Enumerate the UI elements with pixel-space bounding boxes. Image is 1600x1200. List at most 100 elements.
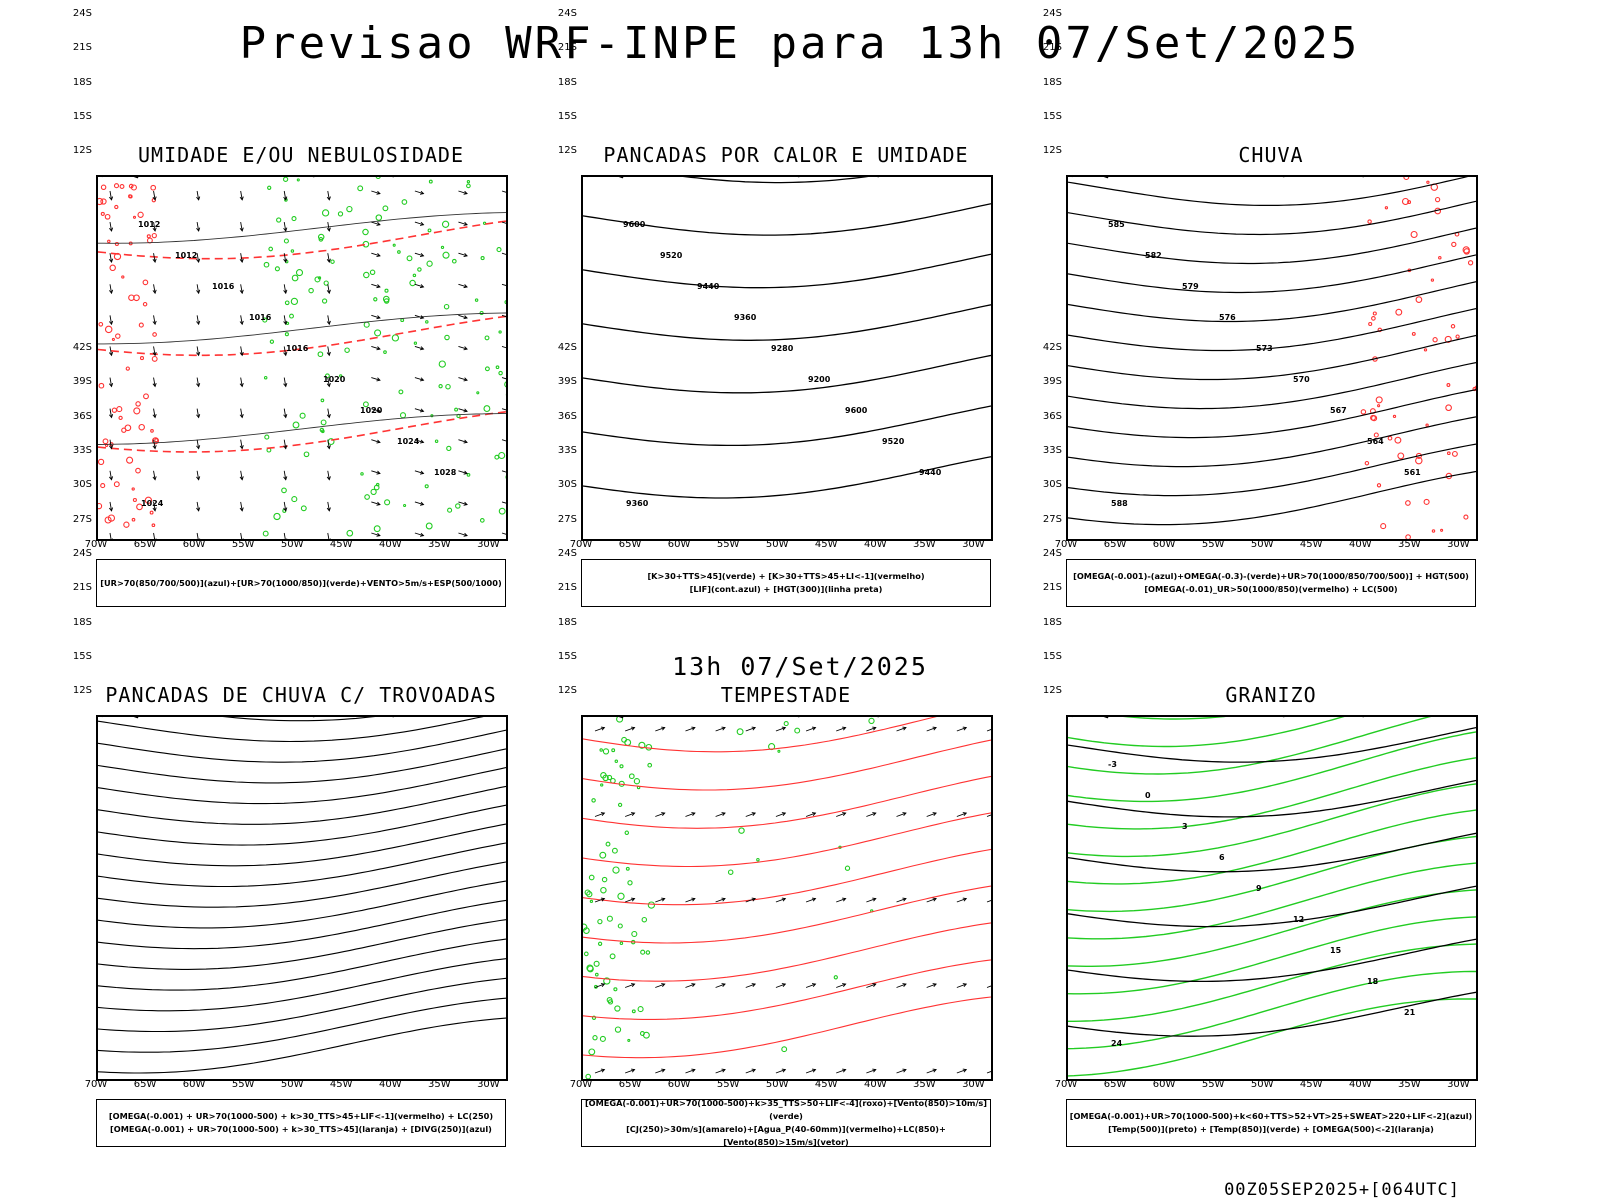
wind-vector-head bbox=[326, 320, 331, 326]
wind-vector bbox=[371, 532, 381, 537]
field-spot bbox=[594, 972, 599, 977]
field-spot bbox=[150, 429, 154, 433]
wind-vector-head bbox=[109, 445, 114, 450]
field-spot bbox=[1387, 435, 1393, 441]
wind-vector-head bbox=[661, 983, 666, 987]
wind-vector-head bbox=[283, 196, 288, 201]
wind-vector-head bbox=[152, 258, 157, 263]
wind-vector bbox=[109, 315, 112, 325]
field-spot bbox=[118, 415, 123, 421]
field-spot bbox=[144, 496, 153, 504]
wind-vector-head bbox=[326, 445, 331, 450]
field-spot bbox=[330, 259, 335, 264]
field-spot bbox=[136, 503, 143, 511]
field-spot bbox=[139, 356, 145, 361]
lat-tick-label: 21S bbox=[72, 582, 92, 594]
field-spot bbox=[133, 294, 140, 302]
wind-vector-head bbox=[463, 377, 468, 382]
wind-vector-head bbox=[109, 320, 114, 326]
wind-vector bbox=[775, 983, 786, 988]
wind-vector-head bbox=[781, 812, 787, 816]
wind-vector bbox=[240, 532, 243, 539]
field-spot bbox=[466, 183, 471, 189]
wind-vector bbox=[153, 532, 156, 539]
field-spot bbox=[781, 1046, 788, 1053]
wind-vector bbox=[805, 812, 816, 817]
temp500-black-line bbox=[1068, 726, 1476, 763]
field-spot bbox=[1397, 452, 1405, 460]
wind-vector-head bbox=[751, 983, 757, 987]
wind-vector bbox=[775, 727, 786, 732]
field-spot bbox=[1407, 200, 1412, 205]
thickness-contours bbox=[98, 220, 506, 453]
lc850-red-streamlines-line bbox=[583, 812, 991, 868]
wind-vector-head bbox=[463, 346, 468, 351]
contour-label: 9600 bbox=[845, 406, 868, 415]
field-spot bbox=[611, 748, 616, 753]
field-spot bbox=[600, 886, 607, 894]
lon-tick-label: 60W bbox=[667, 539, 691, 550]
contour-label: 9520 bbox=[882, 437, 905, 446]
field-spot bbox=[603, 977, 611, 985]
wind-vector bbox=[594, 812, 605, 817]
field-spot bbox=[397, 250, 401, 254]
field-spot bbox=[403, 503, 407, 508]
field-spot bbox=[483, 405, 491, 413]
field-spot bbox=[1423, 348, 1428, 352]
thickness-contours-line bbox=[98, 220, 506, 260]
wind-vector-head bbox=[152, 351, 157, 357]
wind-vector bbox=[371, 377, 381, 381]
lon-tick-label: 40W bbox=[378, 1079, 402, 1090]
wind-vector-head bbox=[661, 897, 666, 902]
field-spot bbox=[425, 522, 433, 530]
temp850-green-line bbox=[1068, 809, 1476, 885]
lon-tick-label: 70W bbox=[84, 1079, 108, 1090]
wind-vector-head bbox=[507, 471, 508, 474]
wind-vector-head bbox=[691, 812, 696, 816]
field-spot bbox=[868, 717, 875, 725]
lon-tick-label: 55W bbox=[1201, 1079, 1225, 1090]
lon-tick-label: 30W bbox=[477, 539, 500, 550]
field-spot bbox=[1367, 219, 1372, 224]
wind-vector bbox=[986, 1071, 991, 1074]
wind-vector bbox=[956, 812, 967, 817]
streamlines-500 bbox=[1068, 177, 1476, 526]
panel-title-pancadas-calor: PANCADAS POR CALOR E UMIDADE bbox=[603, 143, 969, 167]
wind-vector-head bbox=[631, 726, 636, 731]
field-spot bbox=[296, 178, 300, 182]
field-spot bbox=[142, 279, 149, 286]
wind-vector-head bbox=[109, 227, 114, 232]
field-spot bbox=[444, 334, 450, 341]
field-spot bbox=[505, 475, 506, 479]
field-spot bbox=[337, 211, 344, 217]
lat-tick-label: 12S bbox=[72, 685, 92, 697]
wind-vector bbox=[745, 812, 756, 817]
field-spot bbox=[833, 975, 838, 980]
lon-tick-label: 65W bbox=[618, 539, 642, 550]
wind-vector-head bbox=[751, 897, 757, 902]
wind-vector-head bbox=[419, 315, 425, 320]
wind-vector-head bbox=[811, 897, 817, 902]
wind-vector-head bbox=[326, 507, 331, 512]
wind-vector-head bbox=[507, 409, 508, 412]
lon-tick-label: 50W bbox=[1250, 1079, 1274, 1090]
field-spot bbox=[317, 233, 325, 241]
lat-tick-label: 30S bbox=[1042, 479, 1062, 491]
field-spot bbox=[591, 798, 596, 803]
wind-vector bbox=[745, 727, 756, 732]
wind-vector bbox=[458, 190, 468, 195]
field-spot bbox=[382, 205, 389, 212]
contour-label: 9440 bbox=[697, 282, 720, 291]
wind850-green-south bbox=[727, 717, 875, 1053]
field-spot bbox=[400, 318, 405, 323]
field-spot bbox=[599, 1035, 606, 1042]
field-spot bbox=[606, 997, 613, 1003]
wind-vector-head bbox=[842, 1068, 847, 1073]
field-spot bbox=[1451, 450, 1458, 457]
field-spot bbox=[113, 481, 120, 488]
wind-vector bbox=[624, 727, 635, 732]
wind-vector bbox=[866, 898, 876, 903]
field-spot bbox=[583, 951, 589, 957]
wind-vector bbox=[501, 346, 506, 349]
wind-vector-head bbox=[691, 983, 696, 987]
